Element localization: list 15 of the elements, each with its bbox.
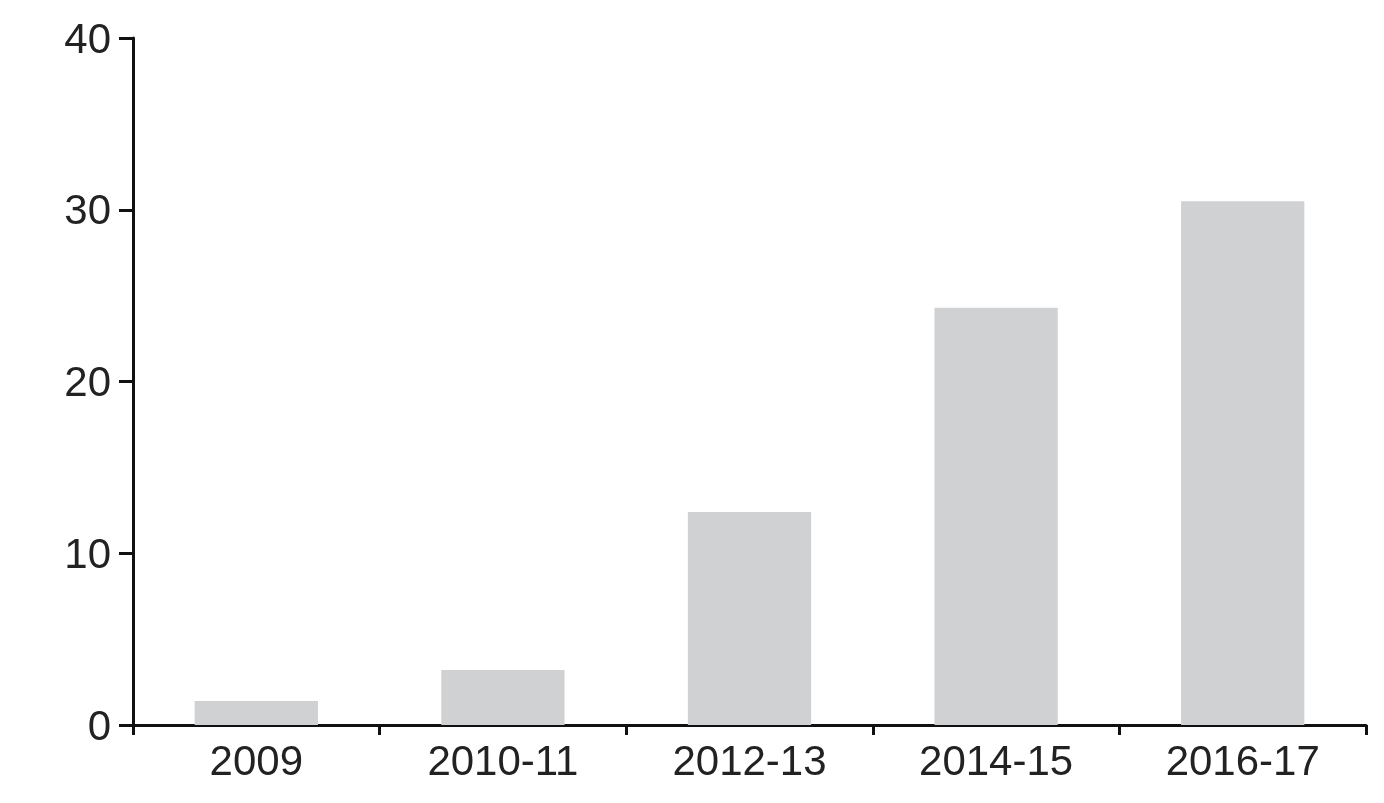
bar xyxy=(441,670,565,725)
y-tick-label: 20 xyxy=(64,358,111,405)
bar xyxy=(1181,201,1305,725)
bar xyxy=(934,307,1058,725)
x-tick-label: 2010-11 xyxy=(427,736,579,784)
y-tick-label: 40 xyxy=(64,14,111,62)
x-tick-label: 2012-13 xyxy=(672,736,827,784)
y-tick-label: 10 xyxy=(64,529,111,577)
y-tick-label: 0 xyxy=(87,701,111,749)
y-tick-label: 30 xyxy=(64,186,111,234)
bar xyxy=(194,700,318,725)
bar xyxy=(687,512,812,725)
x-tick-label: 2009 xyxy=(209,736,304,784)
x-tick-label: 2016-17 xyxy=(1165,736,1320,784)
x-tick-label: 2014-15 xyxy=(919,736,1074,784)
